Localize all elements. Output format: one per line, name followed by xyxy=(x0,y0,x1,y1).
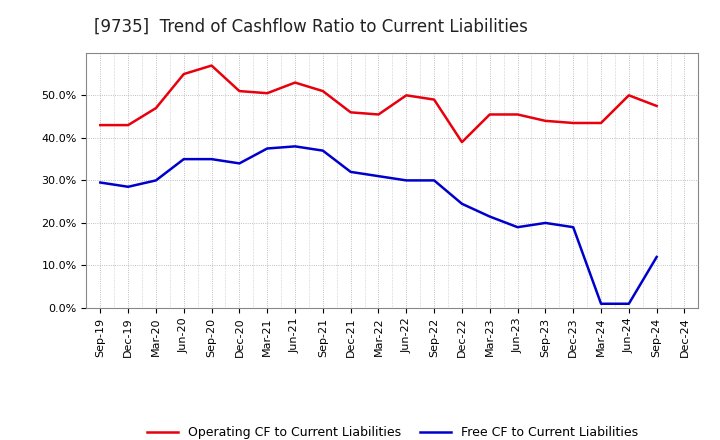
Operating CF to Current Liabilities xyxy=(152,106,161,111)
Free CF to Current Liabilities xyxy=(152,178,161,183)
Operating CF to Current Liabilities xyxy=(430,97,438,102)
Operating CF to Current Liabilities xyxy=(346,110,355,115)
Operating CF to Current Liabilities xyxy=(458,139,467,145)
Operating CF to Current Liabilities xyxy=(624,93,633,98)
Free CF to Current Liabilities xyxy=(569,224,577,230)
Free CF to Current Liabilities xyxy=(207,157,216,162)
Free CF to Current Liabilities xyxy=(96,180,104,185)
Free CF to Current Liabilities xyxy=(597,301,606,306)
Operating CF to Current Liabilities xyxy=(235,88,243,94)
Free CF to Current Liabilities xyxy=(624,301,633,306)
Operating CF to Current Liabilities xyxy=(569,120,577,126)
Operating CF to Current Liabilities xyxy=(291,80,300,85)
Free CF to Current Liabilities xyxy=(541,220,550,226)
Operating CF to Current Liabilities xyxy=(179,71,188,77)
Free CF to Current Liabilities xyxy=(291,144,300,149)
Free CF to Current Liabilities xyxy=(402,178,410,183)
Operating CF to Current Liabilities xyxy=(124,122,132,128)
Free CF to Current Liabilities xyxy=(318,148,327,153)
Free CF to Current Liabilities xyxy=(346,169,355,175)
Free CF to Current Liabilities xyxy=(235,161,243,166)
Free CF to Current Liabilities xyxy=(124,184,132,189)
Line: Free CF to Current Liabilities: Free CF to Current Liabilities xyxy=(100,147,657,304)
Free CF to Current Liabilities xyxy=(485,214,494,219)
Free CF to Current Liabilities xyxy=(652,254,661,260)
Operating CF to Current Liabilities xyxy=(541,118,550,124)
Free CF to Current Liabilities xyxy=(179,157,188,162)
Operating CF to Current Liabilities xyxy=(318,88,327,94)
Operating CF to Current Liabilities xyxy=(485,112,494,117)
Operating CF to Current Liabilities xyxy=(96,122,104,128)
Operating CF to Current Liabilities xyxy=(374,112,383,117)
Operating CF to Current Liabilities xyxy=(402,93,410,98)
Free CF to Current Liabilities xyxy=(458,201,467,206)
Free CF to Current Liabilities xyxy=(513,224,522,230)
Operating CF to Current Liabilities xyxy=(652,103,661,109)
Operating CF to Current Liabilities xyxy=(207,63,216,68)
Operating CF to Current Liabilities xyxy=(597,120,606,126)
Operating CF to Current Liabilities xyxy=(513,112,522,117)
Legend: Operating CF to Current Liabilities, Free CF to Current Liabilities: Operating CF to Current Liabilities, Fre… xyxy=(142,422,643,440)
Free CF to Current Liabilities xyxy=(263,146,271,151)
Operating CF to Current Liabilities xyxy=(263,91,271,96)
Free CF to Current Liabilities xyxy=(374,173,383,179)
Text: [9735]  Trend of Cashflow Ratio to Current Liabilities: [9735] Trend of Cashflow Ratio to Curren… xyxy=(94,18,528,36)
Line: Operating CF to Current Liabilities: Operating CF to Current Liabilities xyxy=(100,66,657,142)
Free CF to Current Liabilities xyxy=(430,178,438,183)
